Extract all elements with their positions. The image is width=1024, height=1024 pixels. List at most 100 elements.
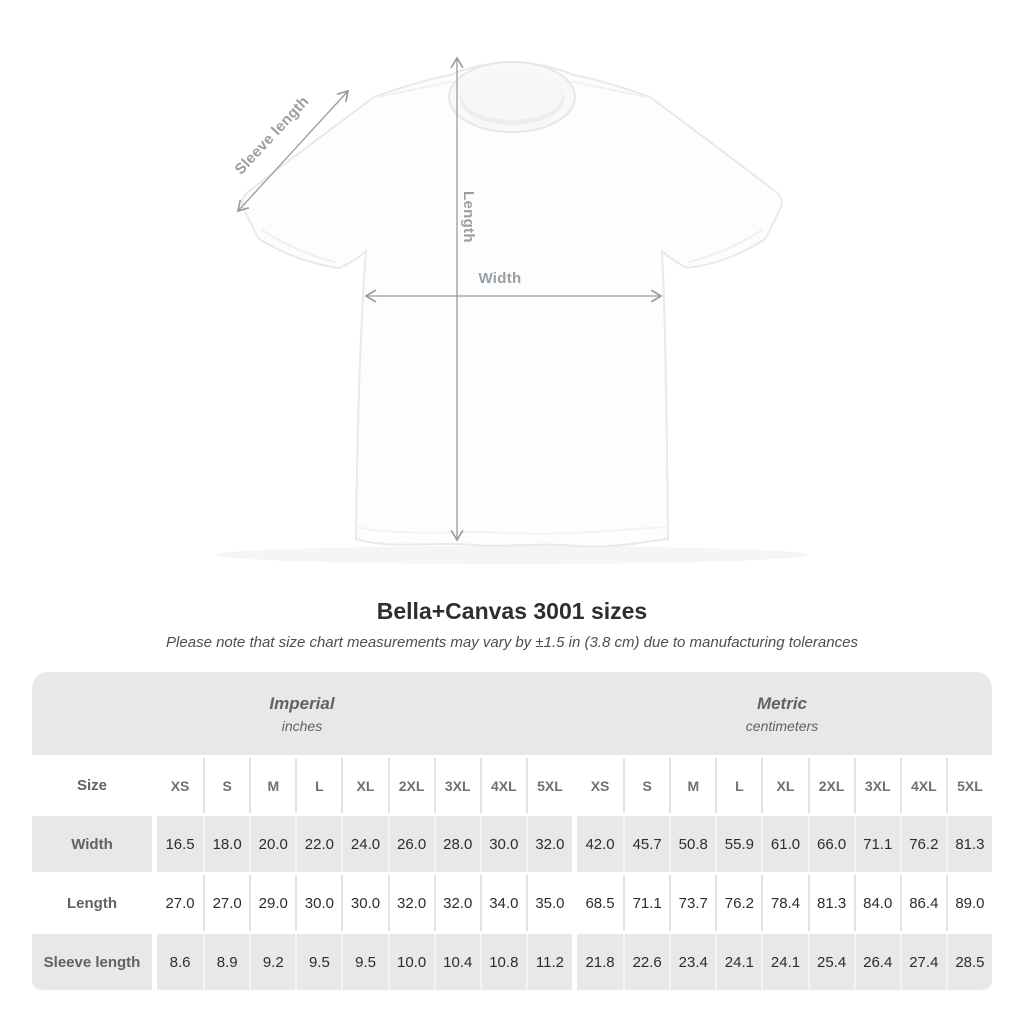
width-imperial-xl: 24.0 — [341, 816, 388, 872]
title-block: Bella+Canvas 3001 sizes Please note that… — [0, 598, 1024, 651]
size-header-imperial-xs: XS — [157, 758, 204, 813]
size-header-imperial-m: M — [249, 758, 296, 813]
width-metric-4xl: 76.2 — [899, 816, 946, 872]
sleeve-length-imperial-2xl: 10.0 — [387, 934, 434, 990]
sleeve-length-arrow — [236, 89, 350, 213]
sleeve-length-metric-xl: 24.1 — [761, 934, 808, 990]
sleeve-length-metric-s: 22.6 — [623, 934, 670, 990]
width-metric-xl: 61.0 — [761, 816, 808, 872]
size-header-metric-xl: XL — [761, 758, 808, 813]
size-header-metric-m: M — [669, 758, 716, 813]
size-header-imperial-5xl: 5XL — [525, 758, 572, 813]
length-imperial-xl: 30.0 — [341, 875, 388, 931]
sleeve-length-imperial-3xl: 10.4 — [433, 934, 480, 990]
length-imperial-s: 27.0 — [203, 875, 250, 931]
size-header-imperial-2xl: 2XL — [387, 758, 434, 813]
length-metric-4xl: 86.4 — [899, 875, 946, 931]
size-header-imperial-4xl: 4XL — [479, 758, 526, 813]
width-imperial-s: 18.0 — [203, 816, 250, 872]
length-imperial-4xl: 34.0 — [479, 875, 526, 931]
hem-seam — [355, 526, 669, 535]
length-metric-xs: 68.5 — [576, 875, 624, 931]
metric-group-title: Metric — [756, 693, 808, 713]
shirt-shadow — [217, 546, 807, 564]
width-imperial-xs: 16.5 — [157, 816, 204, 872]
sleeve-length-metric-5xl: 28.5 — [945, 934, 992, 990]
sleeve-length-imperial-xl: 9.5 — [341, 934, 388, 990]
imperial-group-title: Imperial — [269, 693, 335, 713]
imperial-group-unit: inches — [281, 717, 323, 734]
left-cuff-seam — [261, 229, 337, 263]
sleeve-length-metric-4xl: 27.4 — [899, 934, 946, 990]
length-metric-m: 73.7 — [669, 875, 716, 931]
sleeve-length-metric-2xl: 25.4 — [807, 934, 854, 990]
width-metric-s: 45.7 — [623, 816, 670, 872]
imperial-group-header: Imperial inches — [32, 672, 572, 755]
width-metric-l: 55.9 — [715, 816, 762, 872]
right-cuff-seam — [687, 229, 763, 263]
size-header-metric-l: L — [715, 758, 762, 813]
sleeve-length-metric-3xl: 26.4 — [853, 934, 900, 990]
size-header-imperial-s: S — [203, 758, 250, 813]
tshirt-graphic — [217, 56, 807, 564]
length-imperial-5xl: 35.0 — [525, 875, 572, 931]
length-metric-2xl: 81.3 — [807, 875, 854, 931]
width-imperial-3xl: 28.0 — [433, 816, 480, 872]
sleeve-length-imperial-5xl: 11.2 — [525, 934, 572, 990]
tshirt-diagram: Sleeve length Length Width — [217, 56, 807, 564]
length-metric-xl: 78.4 — [761, 875, 808, 931]
width-label: Width — [478, 270, 522, 287]
size-header-imperial-3xl: 3XL — [433, 758, 480, 813]
size-header-metric-s: S — [623, 758, 670, 813]
width-imperial-l: 22.0 — [295, 816, 342, 872]
size-header-metric-4xl: 4XL — [899, 758, 946, 813]
width-imperial-5xl: 32.0 — [525, 816, 572, 872]
size-header-metric-2xl: 2XL — [807, 758, 854, 813]
length-metric-5xl: 89.0 — [945, 875, 992, 931]
length-label: Length — [460, 191, 477, 243]
width-metric-xs: 42.0 — [576, 816, 624, 872]
length-imperial-2xl: 32.0 — [387, 875, 434, 931]
tolerance-note: Please note that size chart measurements… — [166, 634, 858, 651]
sleeve-length-metric-m: 23.4 — [669, 934, 716, 990]
left-shoulder-seam — [377, 80, 455, 98]
length-metric-s: 71.1 — [623, 875, 670, 931]
width-imperial-m: 20.0 — [249, 816, 296, 872]
size-header-imperial-l: L — [295, 758, 342, 813]
row-label-width: Width — [32, 816, 152, 872]
width-imperial-4xl: 30.0 — [479, 816, 526, 872]
length-imperial-xs: 27.0 — [157, 875, 204, 931]
sleeve-length-metric-xs: 21.8 — [576, 934, 624, 990]
tshirt-body — [241, 62, 783, 548]
length-metric-l: 76.2 — [715, 875, 762, 931]
metric-group-header: Metric centimeters — [571, 672, 992, 755]
width-metric-3xl: 71.1 — [853, 816, 900, 872]
sleeve-length-imperial-xs: 8.6 — [157, 934, 204, 990]
size-header-imperial-xl: XL — [341, 758, 388, 813]
width-imperial-2xl: 26.0 — [387, 816, 434, 872]
row-label-sleeve-length: Sleeve length — [32, 934, 152, 990]
size-header-metric-3xl: 3XL — [853, 758, 900, 813]
sleeve-length-imperial-4xl: 10.8 — [479, 934, 526, 990]
collar-inside — [462, 72, 562, 120]
width-metric-2xl: 66.0 — [807, 816, 854, 872]
size-table: Imperial inches Metric centimeters Size X… — [32, 672, 992, 990]
size-header-metric-5xl: 5XL — [945, 758, 992, 813]
width-metric-m: 50.8 — [669, 816, 716, 872]
sleeve-length-imperial-s: 8.9 — [203, 934, 250, 990]
sleeve-length-metric-l: 24.1 — [715, 934, 762, 990]
length-metric-3xl: 84.0 — [853, 875, 900, 931]
size-header-metric-xs: XS — [576, 758, 624, 813]
length-imperial-l: 30.0 — [295, 875, 342, 931]
sleeve-length-imperial-m: 9.2 — [249, 934, 296, 990]
right-shoulder-seam — [569, 80, 647, 98]
length-imperial-3xl: 32.0 — [433, 875, 480, 931]
length-imperial-m: 29.0 — [249, 875, 296, 931]
size-column-header: Size — [32, 758, 152, 813]
page-title: Bella+Canvas 3001 sizes — [376, 598, 648, 624]
metric-group-unit: centimeters — [745, 717, 819, 734]
row-label-length: Length — [32, 875, 152, 931]
width-metric-5xl: 81.3 — [945, 816, 992, 872]
sleeve-length-imperial-l: 9.5 — [295, 934, 342, 990]
